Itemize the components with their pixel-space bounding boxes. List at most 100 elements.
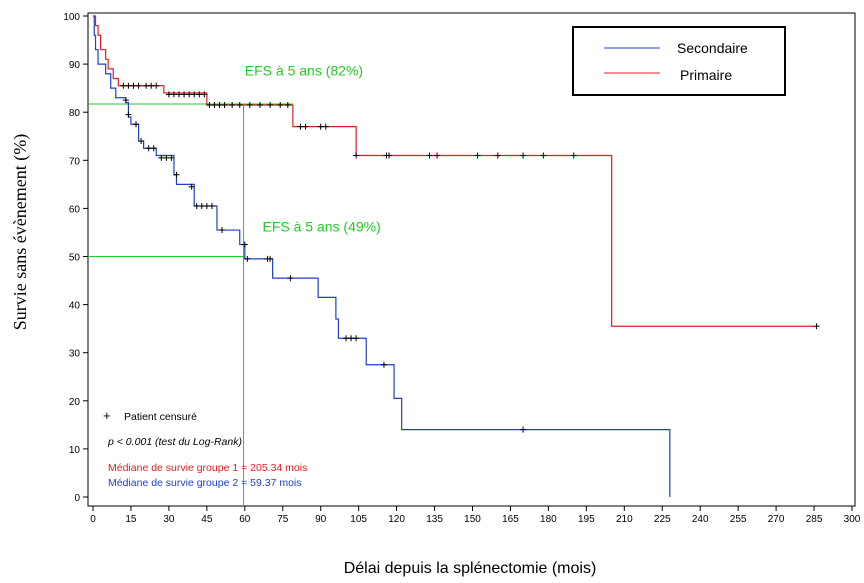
censored-mark-primaire-24 <box>277 101 284 108</box>
censored-mark-primaire-12 <box>191 91 198 98</box>
censored-mark-primaire-40 <box>813 323 820 330</box>
x-tick-label-105: 105 <box>350 514 367 525</box>
censored-mark-primaire-2 <box>130 82 137 89</box>
series-layer <box>93 15 820 497</box>
plot-area <box>87 12 856 507</box>
x-tick-label-45: 45 <box>201 514 213 525</box>
censored-mark-secondaire-5 <box>150 145 157 152</box>
censored-mark-secondaire-6 <box>158 154 165 161</box>
y-tick-label-60: 60 <box>69 204 81 215</box>
reference-lines <box>88 103 293 506</box>
censored-label: Patient censuré <box>124 411 197 423</box>
x-tick-label-135: 135 <box>426 514 443 525</box>
series-line-primaire <box>93 15 815 327</box>
censored-mark-primaire-5 <box>148 82 155 89</box>
y-axis: 0 10 20 30 40 50 60 70 80 90 100 <box>63 12 88 504</box>
x-tick-label-30: 30 <box>163 514 175 525</box>
censored-mark-primaire-20 <box>236 101 243 108</box>
censored-mark-secondaire-0 <box>122 97 129 104</box>
x-tick-label-165: 165 <box>502 514 519 525</box>
censored-mark-primaire-14 <box>201 91 208 98</box>
efs-annotation-secondary: EFS à 5 ans (49%) <box>263 218 381 234</box>
legend-label-primaire: Primaire <box>680 67 732 83</box>
censored-mark-secondaire-1 <box>125 111 132 118</box>
x-tick-label-120: 120 <box>388 514 405 525</box>
legend: Secondaire Primaire <box>572 26 786 96</box>
censored-mark-secondaire-2 <box>133 121 140 128</box>
x-tick-label-285: 285 <box>806 514 823 525</box>
x-tick-label-150: 150 <box>464 514 481 525</box>
censored-mark-secondaire-17 <box>244 255 251 262</box>
censored-mark-primaire-18 <box>221 101 228 108</box>
censored-mark-primaire-15 <box>206 101 213 108</box>
censored-mark-primaire-13 <box>196 91 203 98</box>
censored-mark-primaire-34 <box>434 152 441 159</box>
censored-mark-primaire-16 <box>211 101 218 108</box>
y-tick-label-100: 100 <box>63 12 80 23</box>
y-tick-label-90: 90 <box>69 60 81 71</box>
censored-mark-secondaire-24 <box>380 361 387 368</box>
censored-mark-secondaire-9 <box>173 171 180 178</box>
y-axis-label: Survie sans évènement (%) <box>10 134 31 330</box>
median-group1: Médiane de survie groupe 1 = 205.34 mois <box>108 462 307 474</box>
x-tick-label-225: 225 <box>654 514 671 525</box>
censored-mark-primaire-23 <box>267 101 274 108</box>
x-tick-label-60: 60 <box>239 514 251 525</box>
x-tick-label-180: 180 <box>540 514 557 525</box>
y-tick-label-40: 40 <box>69 301 81 312</box>
y-tick-label-20: 20 <box>69 397 81 408</box>
censored-mark-primaire-0 <box>120 82 127 89</box>
censored-mark-secondaire-10 <box>188 183 195 190</box>
censored-mark-secondaire-16 <box>241 241 248 248</box>
censored-mark-primaire-38 <box>540 152 547 159</box>
x-axis-label: Délai depuis la splénectomie (mois) <box>344 560 597 577</box>
censored-mark-secondaire-22 <box>348 335 355 342</box>
x-tick-label-90: 90 <box>315 514 327 525</box>
censored-mark-primaire-37 <box>520 152 527 159</box>
censored-mark-primaire-19 <box>229 101 236 108</box>
censored-mark-secondaire-14 <box>208 202 215 209</box>
y-tick-label-0: 0 <box>74 493 80 504</box>
censored-mark-primaire-21 <box>246 101 253 108</box>
x-tick-label-75: 75 <box>277 514 289 525</box>
censored-mark-primaire-7 <box>165 91 172 98</box>
censored-mark-secondaire-23 <box>353 335 360 342</box>
censored-mark-secondaire-25 <box>520 426 527 433</box>
x-tick-label-255: 255 <box>730 514 747 525</box>
x-axis: 0 15 30 45 60 75 90 105 120 135 150 165 180 195 210 225… <box>90 506 861 525</box>
legend-box <box>572 26 786 96</box>
censored-mark-secondaire-8 <box>168 154 175 161</box>
x-tick-label-0: 0 <box>90 514 96 525</box>
y-tick-label-70: 70 <box>69 156 81 167</box>
censored-mark-primaire-26 <box>297 123 304 130</box>
censored-marker-key: + <box>103 408 111 423</box>
censored-mark-primaire-25 <box>284 101 291 108</box>
median-group2: Médiane de survie groupe 2 = 59.37 mois <box>108 477 302 489</box>
censored-mark-secondaire-21 <box>343 335 349 342</box>
censored-mark-primaire-17 <box>216 101 223 108</box>
censored-mark-secondaire-15 <box>219 227 226 234</box>
y-tick-label-50: 50 <box>69 253 81 264</box>
y-tick-label-30: 30 <box>69 349 81 360</box>
x-tick-label-195: 195 <box>578 514 595 525</box>
x-tick-label-15: 15 <box>125 514 137 525</box>
y-tick-label-80: 80 <box>69 108 81 119</box>
censored-mark-primaire-4 <box>143 82 150 89</box>
censored-mark-secondaire-3 <box>138 138 145 145</box>
legend-label-secondaire: Secondaire <box>677 40 748 56</box>
censored-mark-primaire-22 <box>256 101 263 108</box>
censored-mark-primaire-10 <box>181 91 188 98</box>
censored-mark-primaire-33 <box>426 152 433 159</box>
censored-mark-primaire-9 <box>176 91 183 98</box>
censored-mark-primaire-35 <box>474 152 481 159</box>
censored-mark-primaire-29 <box>322 123 329 130</box>
censored-mark-secondaire-4 <box>145 145 152 152</box>
censored-mark-secondaire-7 <box>163 154 170 161</box>
censored-mark-primaire-30 <box>353 152 360 159</box>
x-tick-label-210: 210 <box>616 514 633 525</box>
efs-annotation-primary: EFS à 5 ans (82%) <box>245 63 363 79</box>
censored-mark-secondaire-11 <box>193 202 200 209</box>
pvalue-note: p < 0.001 (test du Log-Rank) <box>107 436 242 448</box>
censored-mark-secondaire-20 <box>287 275 294 282</box>
